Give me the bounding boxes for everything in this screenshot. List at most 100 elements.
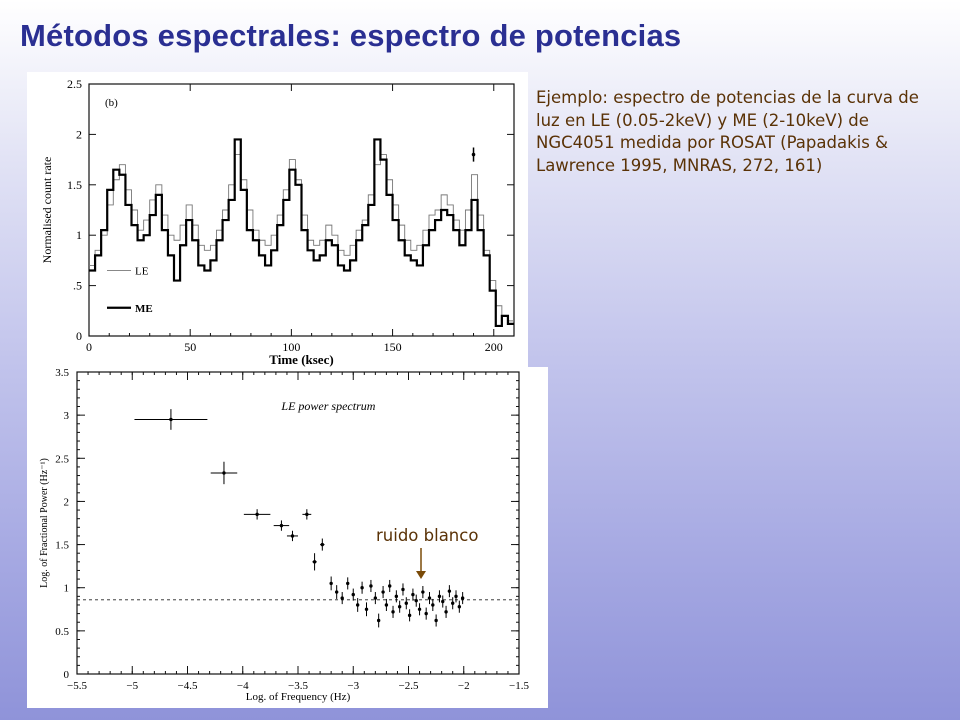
x-axis-label: Log. of Frequency (Hz) [246, 691, 351, 703]
data-point [407, 609, 412, 622]
point-marker [454, 594, 458, 599]
data-point [346, 577, 350, 590]
point-marker [401, 587, 405, 592]
plot-frame [88, 83, 515, 337]
data-point [434, 614, 438, 627]
data-point [451, 597, 455, 610]
data-point [460, 592, 465, 605]
figure-caption: Ejemplo: espectro de potencias de la cur… [536, 88, 919, 175]
series-line-le [89, 154, 514, 322]
legend-label-le: LE [135, 265, 149, 277]
data-point [401, 583, 405, 596]
point-marker [340, 596, 344, 600]
y-axis-label: Normalised count rate [40, 157, 54, 264]
point-marker [424, 611, 428, 616]
x-tick-label: −2.5 [399, 680, 419, 692]
data-point [404, 597, 408, 610]
point-marker [355, 603, 360, 607]
point-marker [437, 594, 442, 599]
x-tick-label: −4.5 [178, 680, 198, 692]
point-marker [404, 601, 408, 605]
point-marker [414, 598, 418, 603]
y-tick-label: 2 [76, 127, 82, 141]
x-tick-label: −5 [126, 680, 138, 692]
data-point [417, 603, 422, 616]
data-point [424, 607, 428, 620]
point-marker [351, 592, 355, 597]
x-tick-label: 100 [282, 340, 300, 354]
power-spectrum-figure: −5.5 −5 −4.5 −4 −3.5 −3 −2.5 −2 −1.5 0 0.5 1 1.5 2 2.5… [27, 367, 548, 708]
point-marker [334, 590, 339, 594]
x-tick-label: −3.5 [288, 680, 308, 692]
point-marker [360, 586, 364, 590]
data-point [355, 598, 360, 612]
data-point [394, 590, 399, 603]
x-tick-label: −3 [347, 680, 359, 692]
y-tick-label: 3 [64, 410, 70, 422]
point-marker [222, 471, 226, 475]
point-marker [441, 599, 445, 604]
data-point [427, 592, 432, 605]
point-marker [394, 594, 399, 599]
point-marker [279, 523, 284, 528]
data-point [312, 553, 317, 571]
data-point [431, 598, 435, 612]
y-tick-label: 2.5 [67, 77, 82, 91]
plot-frame [76, 371, 520, 675]
data-point [334, 585, 339, 599]
point-marker [427, 596, 432, 600]
x-tick-label: 150 [384, 340, 402, 354]
data-point [397, 600, 402, 613]
point-marker [329, 581, 333, 586]
legend-label-me: ME [135, 303, 153, 315]
point-marker [388, 584, 392, 588]
point-marker [444, 610, 448, 614]
point-marker [411, 592, 415, 597]
data-point [329, 576, 333, 591]
data-point [286, 530, 298, 542]
data-point [444, 605, 448, 618]
data-point [351, 588, 355, 601]
y-tick-label: 0 [64, 669, 70, 681]
data-point [376, 613, 381, 628]
chart-title: LE power spectrum [280, 399, 375, 413]
point-marker [364, 607, 369, 611]
point-marker [169, 417, 173, 422]
x-tick-label: −5.5 [67, 680, 87, 692]
y-tick-label: 0.5 [55, 626, 69, 638]
data-point [411, 588, 415, 601]
y-tick-label: 1.5 [67, 178, 82, 192]
data-point [134, 409, 208, 430]
light-curve-chart: 0 50 100 150 200 0 .5 1 1.5 2 2.5 Time (ksec) Normal… [40, 77, 515, 367]
y-tick-label: 2 [64, 496, 70, 508]
point-marker [431, 603, 435, 607]
data-point [364, 602, 369, 617]
x-axis-label: Time (ksec) [269, 352, 333, 367]
series-line-me [89, 138, 514, 328]
point-marker [451, 601, 455, 605]
data-point [320, 538, 325, 551]
data-point [388, 579, 392, 593]
point-marker [457, 604, 462, 609]
point-marker [369, 584, 373, 588]
y-tick-label: 0 [76, 329, 82, 343]
point-marker [346, 581, 350, 586]
point-marker [407, 613, 412, 618]
data-point [447, 585, 452, 598]
x-tick-label: −4 [237, 680, 249, 692]
point-marker [417, 607, 422, 611]
y-axis-label: Log. of Fractional Power (Hz⁻¹) [39, 458, 50, 588]
point-marker [312, 560, 317, 564]
data-point [391, 605, 395, 618]
data-point [373, 592, 378, 605]
data-point [454, 590, 458, 603]
point-marker [391, 610, 395, 614]
x-tick-label: −2 [458, 680, 470, 692]
data-point [210, 461, 238, 485]
panel-label: (b) [105, 97, 118, 109]
x-tick-label: 0 [86, 340, 92, 354]
light-curve-figure: 0 50 100 150 200 0 .5 1 1.5 2 2.5 Time (ksec) Normal… [27, 72, 528, 368]
data-point [273, 520, 290, 531]
data-point [302, 509, 312, 520]
y-tick-label: 2.5 [55, 453, 69, 465]
